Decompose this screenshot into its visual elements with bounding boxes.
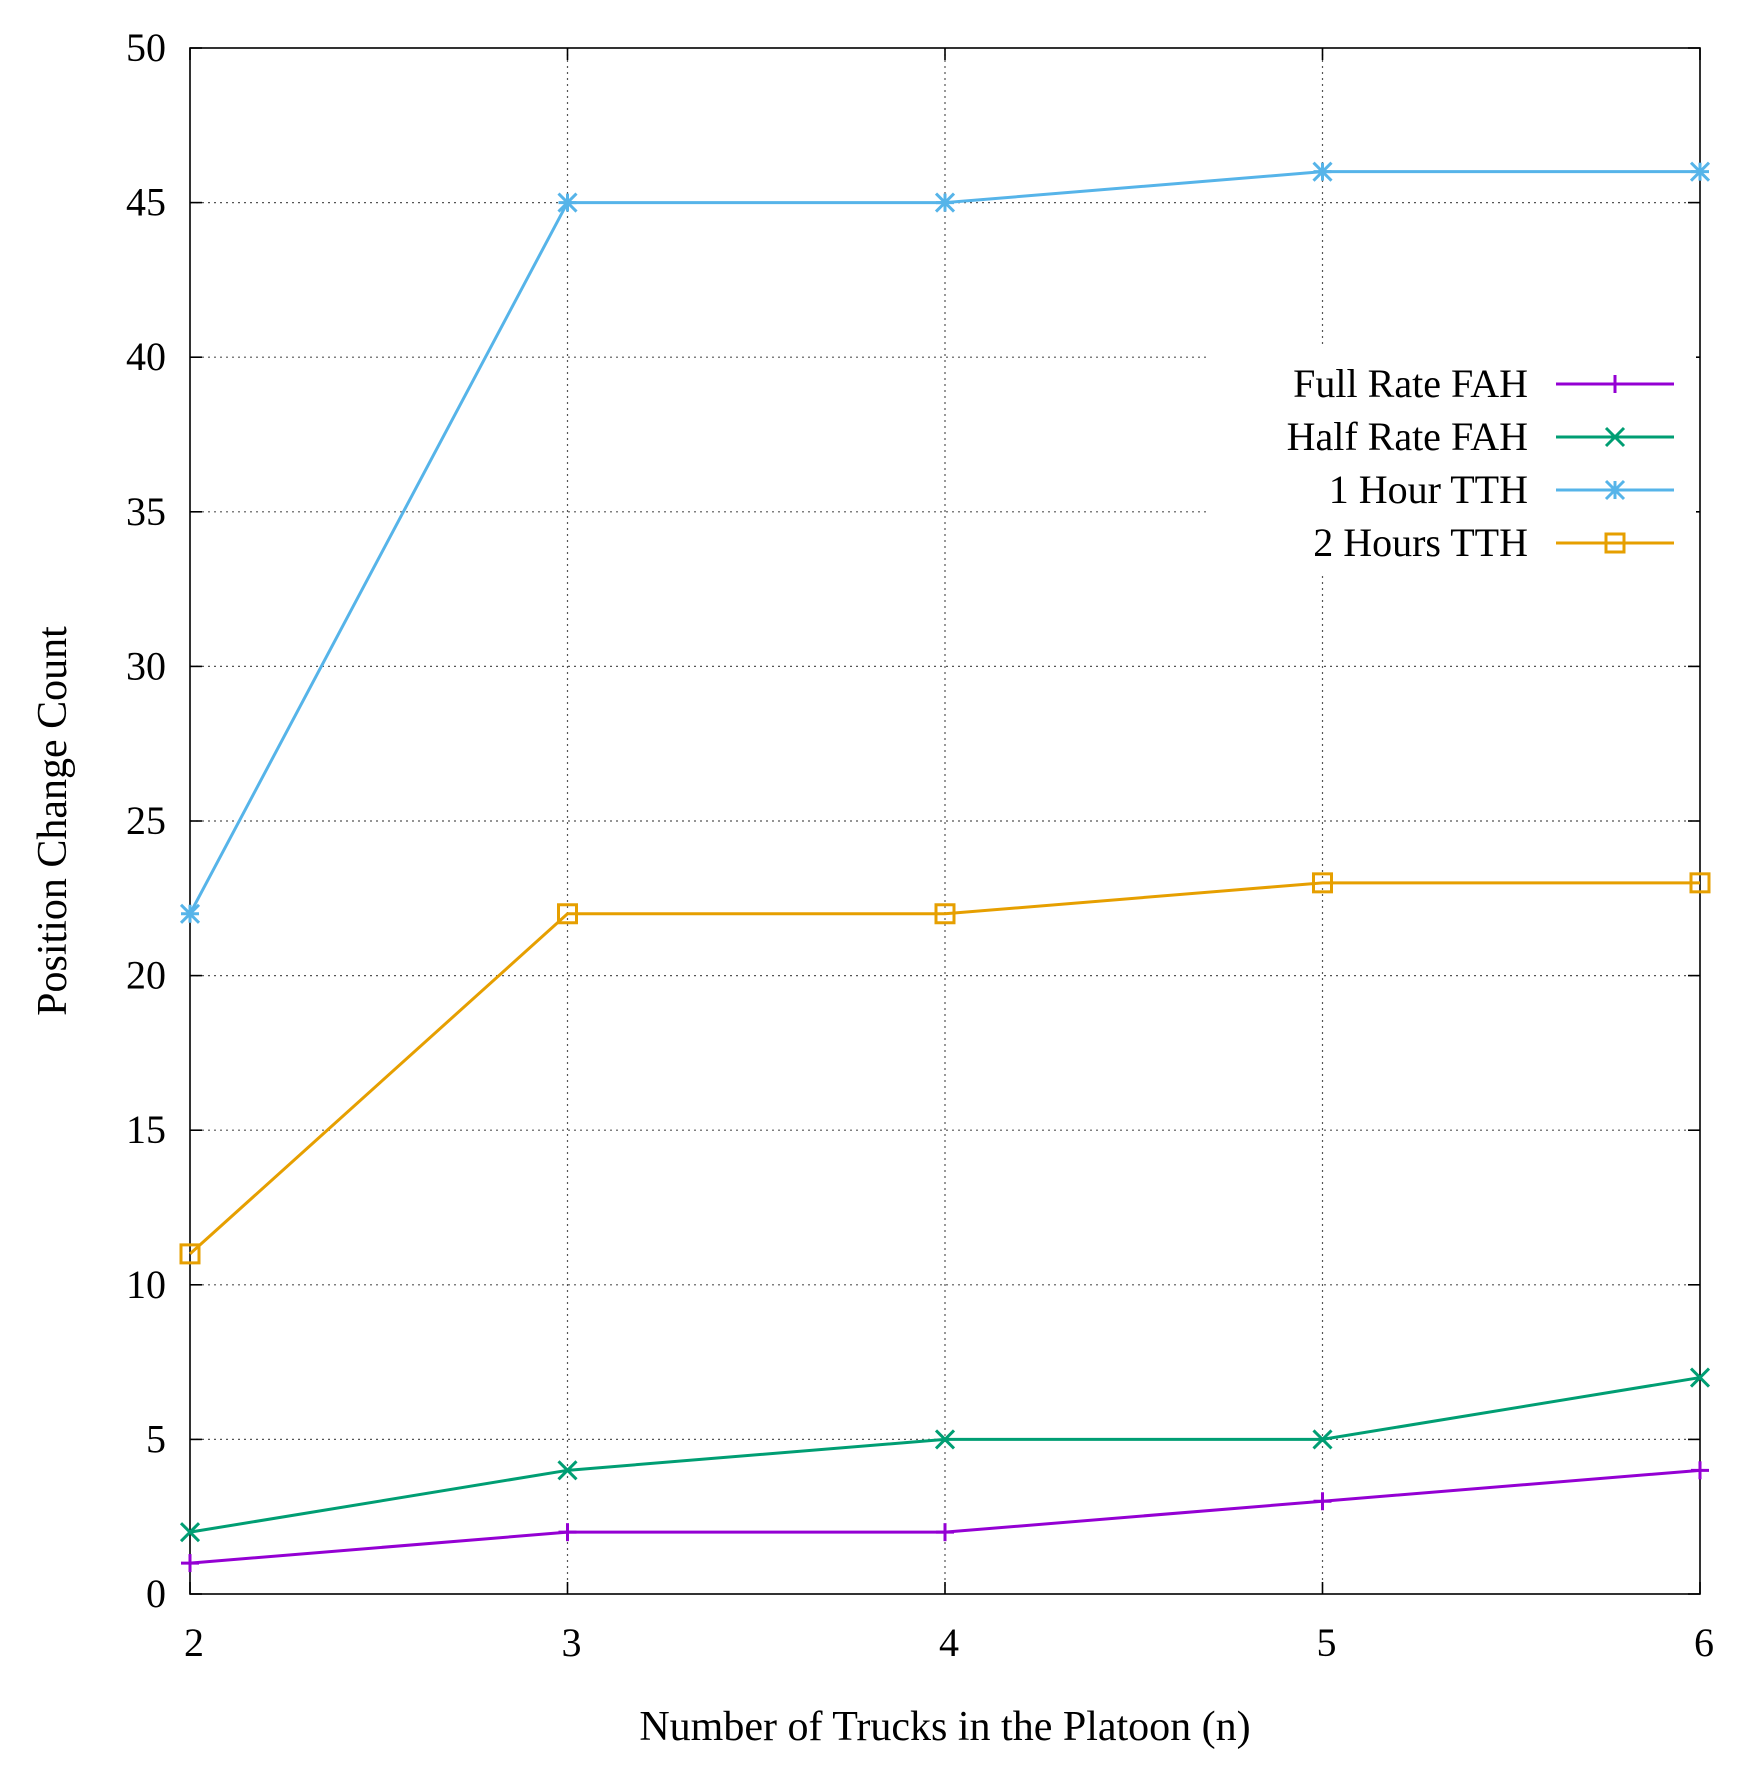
y-tick-label: 20 — [126, 953, 166, 998]
legend-item: Full Rate FAH — [1293, 361, 1674, 406]
legend-marker — [1604, 532, 1626, 554]
plot-frame — [189, 47, 1701, 1595]
data-point — [1691, 1461, 1709, 1480]
data-point — [179, 903, 201, 924]
series-line — [188, 881, 1700, 1255]
legend-item: Half Rate FAH — [1287, 414, 1674, 459]
y-tick-label: 5 — [146, 1416, 166, 1461]
series-layer — [179, 161, 1711, 1573]
data-point — [934, 1429, 956, 1450]
legend-label: Half Rate FAH — [1287, 414, 1528, 459]
legend-marker — [1606, 375, 1624, 393]
legend-item: 1 Hour TTH — [1329, 467, 1674, 512]
legend: Full Rate FAH Half Rate FAH 1 Hour TTH 2 Ho… — [1210, 346, 1696, 572]
data-point — [1312, 872, 1333, 894]
x-tick-label: 2 — [184, 1620, 204, 1665]
x-tick-label: 5 — [1317, 1620, 1337, 1665]
y-tick-label: 35 — [126, 489, 166, 534]
x-tick-label: 4 — [939, 1620, 959, 1665]
y-tick-label: 10 — [126, 1262, 166, 1307]
legend-label: 2 Hours TTH — [1313, 520, 1528, 565]
legend-label: Full Rate FAH — [1293, 361, 1528, 406]
x-tick-label: 3 — [562, 1620, 582, 1665]
legend-label: 1 Hour TTH — [1329, 467, 1528, 512]
data-point — [1689, 872, 1711, 894]
y-tick-label: 25 — [126, 798, 166, 843]
legend-marker — [1604, 479, 1626, 501]
series-half-rate-fah — [179, 1367, 1711, 1543]
data-point — [558, 1523, 577, 1542]
data-point — [1312, 161, 1333, 182]
data-point — [936, 1523, 954, 1542]
x-axis-title: Number of Trucks in the Platoon (n) — [639, 1704, 1250, 1750]
grid-layer — [190, 48, 1700, 1594]
legend-marker — [1604, 426, 1626, 448]
data-point — [1313, 1492, 1332, 1511]
data-point — [557, 192, 578, 213]
data-point — [179, 1243, 201, 1265]
y-tick-label: 45 — [126, 180, 166, 225]
legend-item: 2 Hours TTH — [1313, 520, 1674, 565]
data-point — [557, 903, 578, 925]
y-tick-label: 50 — [126, 25, 166, 70]
y-tick-label: 30 — [126, 643, 166, 688]
y-tick-label: 15 — [126, 1107, 166, 1152]
series-line — [189, 1376, 1701, 1534]
series-full-rate-fah — [181, 1461, 1709, 1573]
y-tick-label: 40 — [126, 334, 166, 379]
y-tick-label: 0 — [146, 1571, 166, 1616]
data-point — [557, 1460, 578, 1481]
data-point — [181, 1554, 199, 1573]
series-2-hours-tth — [179, 872, 1711, 1265]
data-point — [934, 192, 956, 213]
data-point — [1689, 1367, 1711, 1388]
series-1-hour-tth — [179, 161, 1711, 924]
data-point — [934, 903, 956, 925]
x-tick-label: 6 — [1694, 1620, 1714, 1665]
y-axis-title: Position Change Count — [30, 626, 76, 1016]
data-point — [1689, 161, 1711, 182]
data-point — [1312, 1429, 1333, 1450]
data-point — [179, 1522, 201, 1543]
